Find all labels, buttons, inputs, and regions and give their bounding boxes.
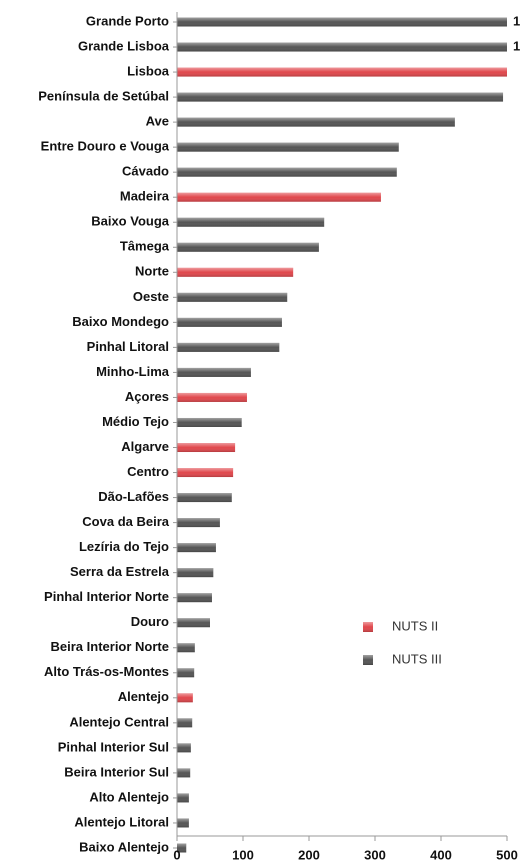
clipped-label: 1: [513, 38, 520, 53]
x-tick-label: 300: [364, 847, 386, 862]
y-tick-label: Cova da Beira: [82, 514, 169, 529]
bar-sheen: [177, 443, 236, 453]
y-tick-label: Douro: [131, 614, 169, 629]
y-tick-label: Alentejo Litoral: [74, 814, 169, 829]
y-tick-label: Cávado: [122, 164, 169, 179]
bar-sheen: [177, 693, 193, 703]
bar-sheen: [177, 618, 210, 628]
bar-sheen: [177, 468, 234, 478]
bar-sheen: [177, 342, 280, 352]
legend-label: NUTS III: [392, 651, 442, 666]
bar-sheen: [177, 317, 282, 327]
bar-sheen: [177, 843, 187, 853]
x-tick-label: 400: [430, 847, 452, 862]
y-tick-label: Centro: [127, 464, 169, 479]
clipped-label: 1: [513, 13, 520, 28]
y-tick-label: Oeste: [133, 289, 169, 304]
bar-sheen: [177, 192, 381, 202]
y-tick-label: Baixo Alentejo: [79, 839, 169, 854]
bar-sheen: [177, 593, 212, 603]
y-tick-label: Baixo Mondego: [72, 314, 169, 329]
bar-sheen: [177, 417, 242, 427]
legend-label: NUTS II: [392, 618, 438, 633]
y-tick-label: Grande Lisboa: [78, 38, 170, 53]
bar-sheen: [177, 117, 455, 127]
bar-sheen: [177, 493, 232, 503]
bar-sheen: [177, 743, 191, 753]
y-tick-label: Tâmega: [120, 239, 170, 254]
bar-sheen: [177, 267, 294, 277]
bar-sheen: [177, 242, 319, 252]
bar-sheen: [177, 818, 189, 828]
bar-sheen: [177, 42, 507, 52]
bar-sheen: [177, 92, 504, 102]
legend-marker-sheen: [363, 655, 373, 665]
legend-marker-sheen: [363, 622, 373, 632]
y-tick-label: Grande Porto: [86, 13, 169, 28]
y-tick-label: Algarve: [121, 439, 169, 454]
y-tick-label: Beira Interior Sul: [64, 764, 169, 779]
y-tick-label: Beira Interior Norte: [51, 639, 169, 654]
y-tick-label: Lisboa: [127, 63, 170, 78]
bar-sheen: [177, 793, 189, 803]
bar-sheen: [177, 518, 220, 528]
x-tick-label: 0: [173, 847, 180, 862]
bar-sheen: [177, 367, 251, 377]
y-tick-label: Alto Alentejo: [89, 789, 169, 804]
y-tick-label: Açores: [125, 389, 169, 404]
y-tick-label: Médio Tejo: [102, 414, 169, 429]
bar-sheen: [177, 67, 507, 77]
y-tick-label: Minho-Lima: [96, 364, 170, 379]
y-tick-label: Serra da Estrela: [70, 564, 170, 579]
y-tick-label: Pinhal Litoral: [87, 339, 169, 354]
y-tick-label: Alentejo Central: [69, 714, 169, 729]
y-tick-label: Ave: [146, 114, 169, 129]
bar-sheen: [177, 292, 288, 302]
y-tick-label: Pinhal Interior Sul: [58, 739, 169, 754]
bar-sheen: [177, 142, 399, 152]
y-tick-label: Norte: [135, 264, 169, 279]
x-tick-label: 200: [298, 847, 320, 862]
y-tick-label: Península de Setúbal: [38, 89, 169, 104]
bar-sheen: [177, 568, 214, 578]
bar-sheen: [177, 392, 247, 402]
bar-sheen: [177, 768, 191, 778]
y-tick-label: Dão-Lafões: [98, 489, 169, 504]
bar-sheen: [177, 668, 195, 678]
bar-sheen: [177, 543, 216, 553]
y-tick-label: Baixo Vouga: [91, 214, 170, 229]
plot-area: [177, 17, 507, 853]
y-tick-label: Pinhal Interior Norte: [44, 589, 169, 604]
y-tick-label: Lezíria do Tejo: [79, 539, 169, 554]
y-tick-label: Alentejo: [118, 689, 169, 704]
y-tick-label: Entre Douro e Vouga: [41, 139, 170, 154]
y-tick-label: Madeira: [120, 189, 170, 204]
bar-sheen: [177, 643, 195, 653]
x-tick-label: 500: [496, 847, 518, 862]
bar-sheen: [177, 167, 397, 177]
bar-sheen: [177, 17, 507, 27]
bar-sheen: [177, 718, 193, 728]
y-tick-label: Alto Trás-os-Montes: [44, 664, 169, 679]
bar-sheen: [177, 217, 325, 227]
x-tick-label: 100: [232, 847, 254, 862]
